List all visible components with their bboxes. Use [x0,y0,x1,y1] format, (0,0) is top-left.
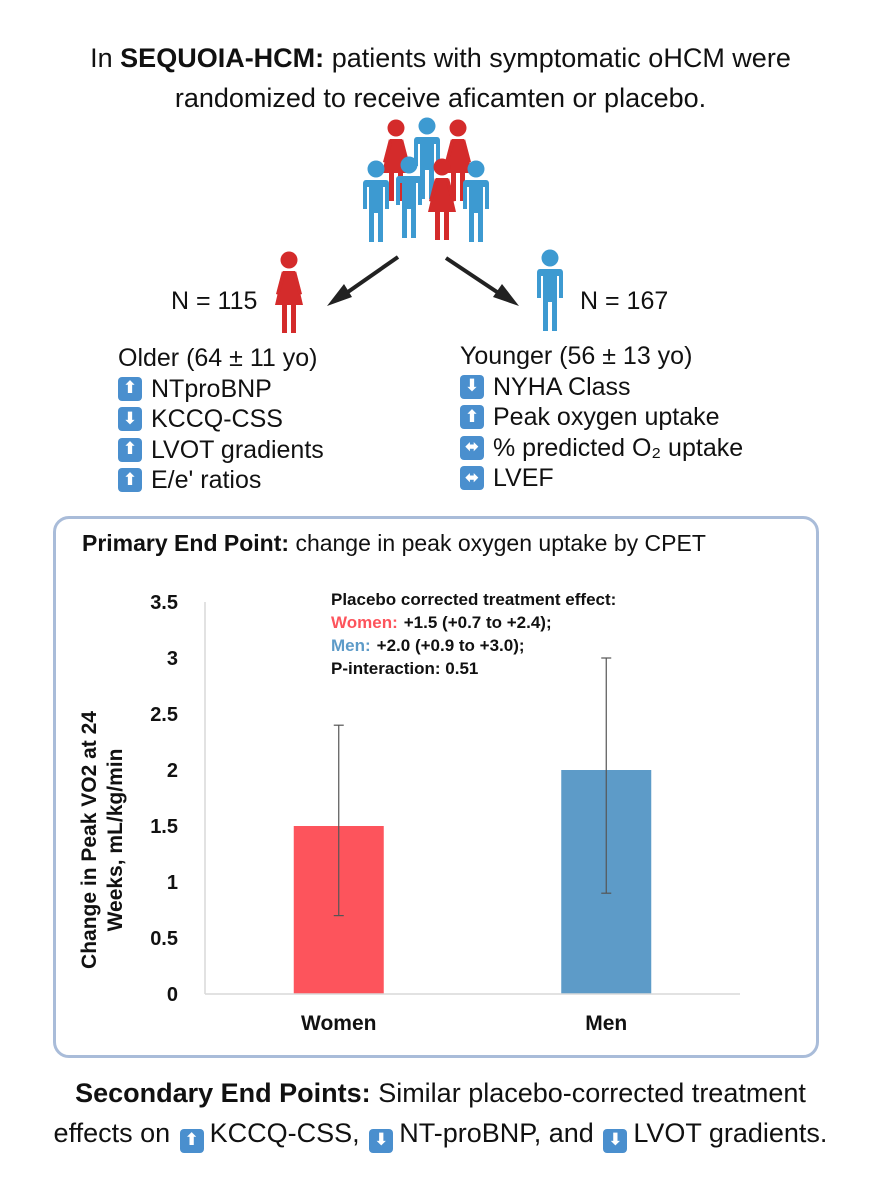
population-graphic [275,117,563,333]
chart-title: Primary End Point: change in peak oxygen… [82,530,706,557]
secondary-title: Secondary End Points: [75,1078,371,1108]
y-axis-label-line2: Weeks, mL/kg/min [104,749,127,932]
annotation-women-label: Women: [331,613,398,632]
secondary-item2: NT-proBNP, and [399,1118,594,1148]
annotation-heading: Placebo corrected treatment effect: [331,590,616,609]
annotation-women: Women: +1.5 (+0.7 to +2.4); [331,613,552,632]
item-text: NYHA Class [493,372,631,401]
trial-name: SEQUOIA-HCM: [120,43,325,73]
item-text: % predicted O₂ uptake [493,433,744,462]
arrow-right-head [493,284,519,306]
y-tick-label: 0 [167,984,178,1006]
list-item: ⬆ E/e' ratios [118,465,324,496]
crowd-icon [363,117,489,242]
intro-line1: patients with symptomatic oHCM were [331,43,791,73]
annotation-men: Men: +2.0 (+0.9 to +3.0); [331,636,525,655]
bars [293,657,652,994]
y-axis: 0 0.5 1 1.5 2 2.5 3 3.5 [150,592,206,1006]
y-tick-label: 0.5 [150,928,178,950]
y-tick-label: 3.5 [150,592,178,614]
secondary-endpoints: Secondary End Points: Similar placebo-co… [0,1073,881,1153]
men-characteristics: Younger (56 ± 13 yo) ⬇ NYHA Class ⬆ Peak o… [460,341,743,494]
secondary-prefix: effects on [53,1118,171,1148]
y-axis-label-line1: Change in Peak VO2 at 24 [78,711,101,969]
y-axis-label: Change in Peak VO2 at 24 Weeks, mL/kg/mi… [78,711,127,969]
arrow-left-head [327,284,352,306]
women-n-label: N = 115 [171,287,258,315]
bar-chart: Change in Peak VO2 at 24 Weeks, mL/kg/mi… [78,590,740,1035]
chart-title-rest: change in peak oxygen uptake by CPET [295,530,706,556]
up-arrow-icon: ⬆ [118,376,142,401]
up-arrow-icon: ⬆ [118,437,142,462]
man-icon [537,249,563,331]
annotation-men-label: Men: [331,636,371,655]
intro-text: In SEQUOIA-HCM: patients with symptomati… [0,38,881,118]
list-item: ⬆ Peak oxygen uptake [460,402,743,433]
annotation-p-value: P-interaction: 0.51 [331,659,478,678]
arrow-left-icon [343,255,400,296]
y-tick-label: 3 [167,648,178,670]
down-arrow-icon: ⬇ [460,374,484,399]
item-text: KCCQ-CSS [151,405,283,433]
up-arrow-icon: ⬆ [460,405,484,430]
secondary-item3: LVOT gradients. [633,1118,828,1148]
item-text: NTproBNP [151,374,272,403]
list-item: ⬌ % predicted O₂ uptake [460,433,743,464]
list-item: ⬇ NYHA Class [460,372,743,403]
primary-endpoint-panel [53,516,819,1058]
women-characteristics: Older (64 ± 11 yo) ⬆ NTproBNP ⬇ KCCQ-CSS ⬆… [118,343,324,496]
left-right-arrow-icon: ⬌ [460,435,484,460]
chart-annotation: Placebo corrected treatment effect: Wome… [331,590,616,678]
x-tick-label: Men [585,1012,627,1035]
intro-line2: randomized to receive aficamten or place… [174,83,707,113]
item-text: LVEF [493,464,554,492]
list-item: Younger (56 ± 13 yo) [460,341,743,372]
men-n-label: N = 167 [580,287,669,315]
x-axis: Women Men [205,993,740,1035]
list-item: ⬆ NTproBNP [118,374,324,405]
y-tick-label: 2.5 [150,704,178,726]
woman-icon [275,251,303,333]
down-arrow-icon: ⬇ [118,407,142,432]
y-tick-label: 2 [167,760,178,782]
down-arrow-icon: ⬇ [369,1128,394,1153]
list-item: ⬆ LVOT gradients [118,435,324,466]
list-item: Older (64 ± 11 yo) [118,343,324,374]
intro-prefix: In [90,43,121,73]
left-right-arrow-icon: ⬌ [460,466,484,491]
item-text: E/e' ratios [151,466,262,494]
arrow-right-icon [444,256,502,296]
list-item: ⬇ KCCQ-CSS [118,404,324,435]
item-text: Younger (56 ± 13 yo) [460,342,693,370]
chart-title-bold: Primary End Point: [82,530,290,556]
up-arrow-icon: ⬆ [179,1128,204,1153]
secondary-line1: Similar placebo-corrected treatment [378,1078,806,1108]
item-text: Older (64 ± 11 yo) [118,344,318,372]
split-arrows [327,255,519,306]
item-text: LVOT gradients [151,435,324,464]
down-arrow-icon: ⬇ [603,1128,628,1153]
annotation-men-value: +2.0 (+0.9 to +3.0); [377,636,525,655]
annotation-women-value: +1.5 (+0.7 to +2.4); [404,613,552,632]
item-text: Peak oxygen uptake [493,403,720,431]
x-tick-label: Women [301,1012,376,1035]
y-tick-label: 1 [167,872,178,894]
secondary-item1: KCCQ-CSS, [209,1118,360,1148]
up-arrow-icon: ⬆ [118,468,142,493]
y-tick-label: 1.5 [150,816,178,838]
list-item: ⬌ LVEF [460,463,743,494]
